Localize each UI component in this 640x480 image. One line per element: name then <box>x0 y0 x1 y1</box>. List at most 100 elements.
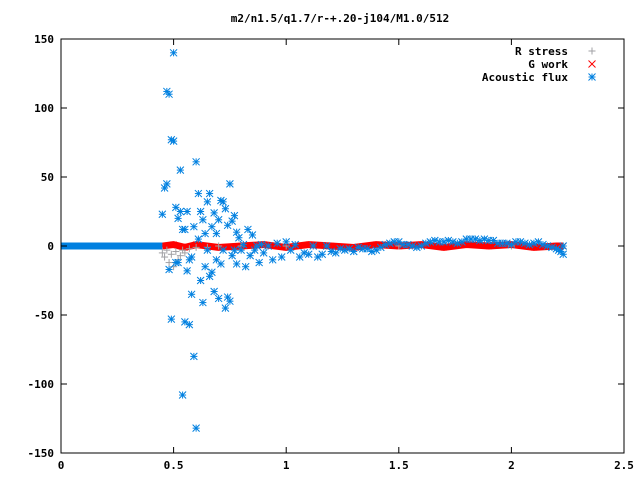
acoustic-flux-point <box>203 197 212 206</box>
acoustic-flux-point-d2 <box>367 247 376 256</box>
acoustic-flux-point-d2 <box>210 287 218 296</box>
x-tick-label: 0 <box>58 459 65 472</box>
acoustic-flux-point <box>201 262 209 271</box>
acoustic-flux-point-d2 <box>203 197 212 206</box>
acoustic-flux-point-d2 <box>203 246 212 254</box>
acoustic-flux-point <box>201 229 209 238</box>
acoustic-flux-point <box>309 242 318 250</box>
acoustic-flux-point <box>205 189 214 198</box>
acoustic-flux-point <box>277 253 286 261</box>
acoustic-flux-point-d2 <box>230 211 239 220</box>
acoustic-flux-point-d2 <box>471 235 480 243</box>
acoustic-flux-point-d2 <box>174 258 182 267</box>
acoustic-flux-point-d2 <box>176 207 185 216</box>
acoustic-flux-point <box>176 166 185 174</box>
y-tick-label: 0 <box>47 240 54 253</box>
acoustic-flux-point-d2 <box>196 276 205 285</box>
acoustic-flux-point-d2 <box>516 238 525 246</box>
acoustic-flux-point <box>230 246 239 254</box>
acoustic-flux-point <box>381 240 390 249</box>
acoustic-flux-point <box>239 240 248 249</box>
acoustic-flux-point-d2 <box>394 238 403 246</box>
acoustic-flux-point-d2 <box>503 239 511 248</box>
acoustic-flux-point <box>194 235 203 243</box>
acoustic-flux-point-d2 <box>208 222 216 231</box>
acoustic-flux-point-d2 <box>273 239 282 248</box>
acoustic-flux-point <box>167 315 176 323</box>
acoustic-flux-point-d2 <box>214 215 223 224</box>
acoustic-flux-point-d2 <box>221 204 230 213</box>
acoustic-flux-point <box>444 236 453 245</box>
y-tick-label: -150 <box>28 447 55 460</box>
acoustic-flux-point-d2 <box>221 304 230 312</box>
acoustic-flux-point <box>354 243 363 252</box>
acoustic-flux-point-d2 <box>165 265 173 274</box>
acoustic-flux-point <box>241 262 250 271</box>
acoustic-flux-point <box>217 196 225 205</box>
acoustic-flux-point-d2 <box>174 214 182 223</box>
acoustic-flux-point-d2 <box>194 189 203 198</box>
acoustic-flux-point <box>439 238 448 246</box>
acoustic-flux-point-d2 <box>300 249 309 257</box>
acoustic-flux-point-d2 <box>385 239 394 248</box>
g-work-point <box>463 241 470 248</box>
acoustic-flux-point <box>232 260 241 268</box>
acoustic-flux-point-d2 <box>363 244 372 253</box>
acoustic-flux-point-d2 <box>214 294 223 303</box>
acoustic-flux-point-d2 <box>205 189 214 198</box>
acoustic-flux-point-d2 <box>559 242 568 250</box>
g-work-point-d2 <box>485 242 493 250</box>
acoustic-flux-point-d2 <box>327 247 336 256</box>
g-work-point <box>170 241 177 248</box>
acoustic-flux-point <box>264 242 273 250</box>
acoustic-flux-point <box>192 157 200 166</box>
acoustic-flux-point <box>304 250 313 259</box>
acoustic-flux-point <box>165 90 173 99</box>
acoustic-flux-point-d2 <box>259 249 268 257</box>
acoustic-flux-point <box>530 239 538 248</box>
acoustic-flux-point <box>421 239 430 248</box>
acoustic-flux-point-d2 <box>253 242 261 250</box>
acoustic-flux-point-d2 <box>181 225 189 234</box>
acoustic-flux-point-d2 <box>539 240 547 249</box>
acoustic-flux-point <box>183 266 191 275</box>
acoustic-flux-point <box>426 238 435 246</box>
acoustic-flux-point-d2 <box>453 239 462 248</box>
acoustic-flux-point-d2 <box>210 209 218 217</box>
acoustic-flux-point-d2 <box>408 242 417 250</box>
acoustic-flux-point-d2 <box>340 246 349 254</box>
acoustic-flux-point-d2 <box>219 197 227 206</box>
acoustic-flux-point <box>203 246 212 254</box>
acoustic-flux-point-d2 <box>181 318 189 326</box>
y-tick-label: -50 <box>34 309 54 322</box>
acoustic-flux-point <box>199 298 207 307</box>
acoustic-flux-point <box>185 320 194 329</box>
acoustic-flux-point <box>385 239 394 248</box>
acoustic-flux-point <box>471 235 480 243</box>
acoustic-flux-point <box>221 204 230 213</box>
acoustic-flux-point-d2 <box>277 253 286 261</box>
axes: 0 0.5 1 1.5 2 2.5 -150 -100 -50 0 50 100 150 <box>28 33 634 472</box>
acoustic-flux-point-d2 <box>345 244 354 253</box>
acoustic-flux-point <box>322 242 331 250</box>
x-tick-label: 2.5 <box>614 459 634 472</box>
acoustic-flux-point-d2 <box>291 240 300 249</box>
acoustic-flux-point <box>226 180 234 188</box>
r-stress-point <box>167 250 175 258</box>
acoustic-flux-point <box>190 222 198 231</box>
acoustic-flux-point <box>230 211 239 220</box>
acoustic-flux-point <box>430 236 439 245</box>
acoustic-flux-point-d2 <box>403 240 412 249</box>
acoustic-flux-point-d2 <box>543 242 552 250</box>
legend-marker-d2 <box>588 60 596 68</box>
acoustic-flux-point <box>174 214 182 223</box>
acoustic-flux-point-d2 <box>559 250 568 259</box>
acoustic-flux-point-d2 <box>426 238 435 246</box>
acoustic-flux-point <box>219 197 227 206</box>
acoustic-flux-point-d2 <box>282 238 291 246</box>
acoustic-flux-point <box>208 222 216 231</box>
acoustic-flux-point-d2 <box>421 239 430 248</box>
acoustic-flux-point-d2 <box>239 240 248 249</box>
acoustic-flux-point-d2 <box>158 210 167 219</box>
